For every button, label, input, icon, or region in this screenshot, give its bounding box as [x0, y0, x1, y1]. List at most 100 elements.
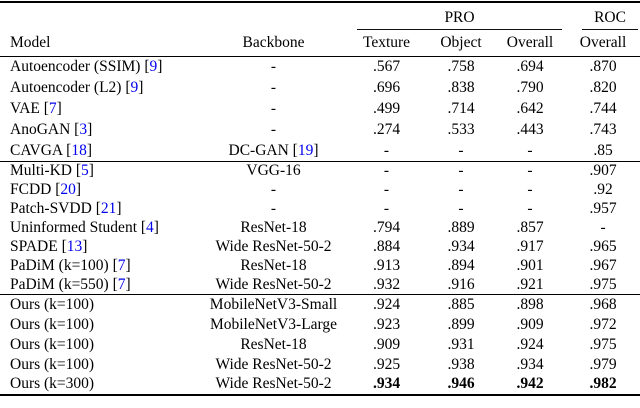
model-cell-text: FCDD	[10, 181, 52, 198]
value-cell: .567	[372, 58, 401, 76]
backbone-cell-text: -	[270, 121, 277, 138]
backbone-cell: Wide ResNet-50-2	[202, 238, 345, 257]
citation-link[interactable]: 18	[71, 141, 87, 159]
table-row: Ours (k=100) MobileNetV3-Large .923 .899 .90…	[0, 315, 640, 335]
table-row: Ours (k=100) Wide ResNet-50-2 .925 .938 .934…	[0, 355, 640, 375]
model-cell-text: Ours (k=100)	[10, 355, 95, 373]
model-cell: PaDiM (k=550) [7]	[10, 275, 131, 293]
citation-link[interactable]: 3	[79, 121, 88, 138]
backbone-cell-text: ResNet-18	[240, 257, 307, 274]
value-cell: .934	[372, 375, 401, 392]
value-cell: .92	[593, 181, 613, 198]
table-row: Uninformed Student [4] ResNet-18 .794 .889.…	[0, 219, 640, 238]
citation-link[interactable]: 9	[149, 58, 158, 76]
model-cell-text: Ours (k=300)	[10, 375, 95, 392]
table-row: CAVGA [18] DC-GAN [19] - - - .85	[0, 141, 640, 162]
value-cell: .975	[589, 335, 617, 353]
backbone-cell-text: Wide ResNet-50-2	[215, 375, 332, 392]
backbone-cell: MobileNetV3-Small	[202, 294, 345, 315]
citation-link[interactable]: 5	[81, 162, 89, 180]
value-cell: -	[458, 181, 464, 198]
value-cell: -	[383, 141, 390, 159]
table-row: PaDiM (k=550) [7] Wide ResNet-50-2 .932 .91…	[0, 276, 640, 295]
citation-link[interactable]: 20	[60, 181, 76, 198]
backbone-cell: -	[202, 99, 345, 120]
model-cell: Ours (k=100)	[0, 335, 202, 355]
backbone-cell-text: -	[270, 181, 277, 198]
value-cell: .499	[372, 100, 401, 117]
citation-link[interactable]: 21	[100, 200, 117, 217]
backbone-cell-text: -	[270, 100, 277, 117]
model-cell-text: Ours (k=100)	[10, 295, 95, 313]
backbone-cell-text: MobileNetV3-Large	[209, 315, 338, 333]
model-cell-text: PaDiM (k=100)	[10, 257, 109, 274]
value-cell: .965	[589, 238, 617, 255]
value-cell: .921	[516, 275, 544, 293]
citation-link[interactable]: 4	[146, 219, 154, 236]
model-cell: Ours (k=100)	[0, 315, 202, 335]
column-header-pro-overall: Overall	[494, 30, 567, 57]
value-cell: .714	[447, 100, 475, 117]
value-cell: .274	[372, 121, 401, 138]
value-cell: .885	[428, 294, 494, 315]
backbone-cell-text: -	[270, 200, 277, 217]
value-cell: .942	[516, 375, 544, 392]
model-cell: Multi-KD [5]	[0, 161, 202, 181]
table-row: PaDiM (k=100) [7] ResNet-18 .913 .894 .901 .9…	[0, 257, 640, 276]
value-cell: .696	[372, 79, 401, 96]
citation-link[interactable]: 7	[48, 100, 57, 117]
value-cell: -	[494, 161, 567, 181]
column-header-texture: Texture	[345, 30, 428, 57]
backbone-cell-text: ResNet-18	[240, 335, 307, 353]
value-cell: .894	[447, 257, 475, 274]
value-cell: .975	[589, 275, 617, 293]
citation-link[interactable]: 7	[117, 275, 126, 293]
model-cell-text: Autoencoder (L2)	[10, 79, 122, 96]
table-row: SPADE [13] Wide ResNet-50-2 .884 .934 .917 .9…	[0, 238, 640, 257]
model-cell-text: AnoGAN	[10, 121, 71, 138]
value-cell: .820	[589, 79, 617, 96]
model-cell: Autoencoder (L2) [9]	[10, 79, 144, 96]
value-cell: .898	[494, 294, 567, 315]
backbone-cell: Wide ResNet-50-2	[202, 355, 345, 375]
backbone-cell-text: Wide ResNet-50-2	[215, 238, 332, 255]
model-cell-text: Multi-KD	[10, 162, 72, 180]
model-cell: CAVGA [18]	[10, 141, 92, 159]
value-cell: .907	[566, 161, 640, 181]
table-row: VAE [7] - .499 .714 .642 .744	[0, 99, 640, 120]
value-cell: .744	[589, 100, 617, 117]
value-cell: .917	[516, 238, 544, 255]
pro-group-label: PRO	[444, 9, 475, 26]
citation-link[interactable]: 7	[117, 257, 126, 274]
backbone-cell: MobileNetV3-Large	[202, 315, 345, 335]
backbone-cell: VGG-16	[202, 161, 345, 181]
backbone-cell: DC-GAN [19]	[228, 141, 319, 159]
backbone-cell-text: Wide ResNet-50-2	[215, 275, 332, 293]
backbone-cell: Wide ResNet-50-2	[202, 276, 345, 295]
value-cell: -	[383, 181, 390, 198]
value-cell: .923	[372, 315, 401, 333]
backbone-cell: -	[202, 78, 345, 99]
value-cell: .938	[447, 355, 475, 373]
model-cell: AnoGAN [3]	[10, 121, 93, 138]
citation-link[interactable]: 13	[66, 238, 83, 255]
model-cell-text: VAE	[10, 100, 40, 117]
backbone-cell: ResNet-18	[202, 219, 345, 238]
value-cell: .934	[447, 238, 475, 255]
model-cell-text: CAVGA	[10, 141, 63, 159]
group-header-blank	[0, 2, 345, 30]
value-cell: .909	[516, 315, 544, 333]
citation-link[interactable]: 9	[130, 79, 139, 96]
model-cell: VAE [7]	[10, 100, 62, 117]
backbone-cell-text: -	[270, 79, 277, 96]
citation-link[interactable]: 19	[297, 141, 314, 159]
backbone-cell: -	[202, 57, 345, 78]
value-cell: .758	[447, 58, 475, 76]
value-cell: .916	[447, 275, 475, 293]
table-row: Ours (k=300) Wide ResNet-50-2 .934 .946 .942…	[0, 375, 640, 395]
value-cell: .838	[447, 79, 475, 96]
value-cell: .694	[516, 58, 544, 76]
backbone-cell: Wide ResNet-50-2	[202, 375, 345, 395]
value-cell: .85	[593, 141, 613, 159]
value-cell: .925	[372, 355, 401, 373]
